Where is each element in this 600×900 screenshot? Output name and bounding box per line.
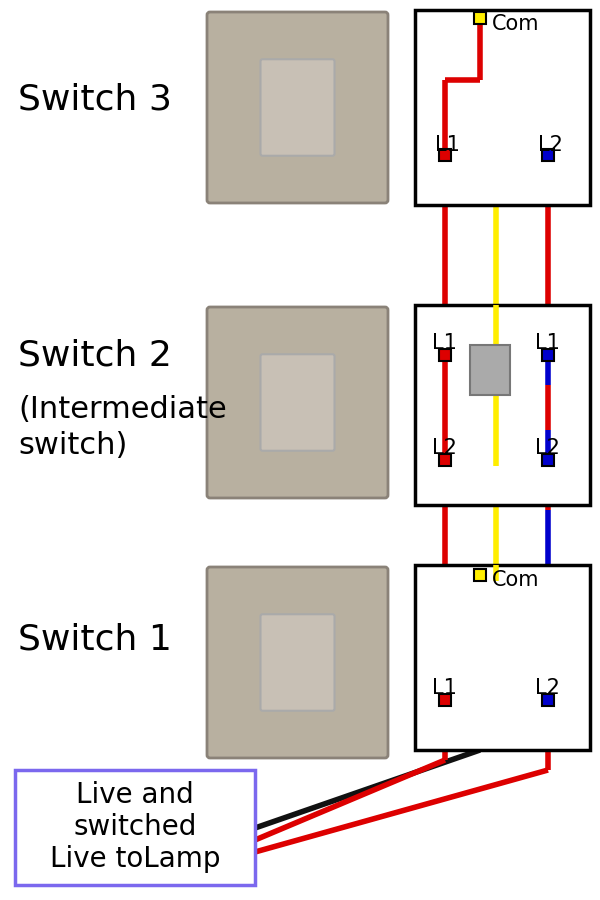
Text: Com: Com bbox=[492, 14, 539, 34]
FancyBboxPatch shape bbox=[207, 567, 388, 758]
FancyBboxPatch shape bbox=[260, 355, 335, 451]
FancyBboxPatch shape bbox=[260, 59, 335, 156]
Text: switch): switch) bbox=[18, 430, 127, 460]
Text: Live and
switched
Live toLamp: Live and switched Live toLamp bbox=[50, 780, 220, 873]
Text: L1: L1 bbox=[432, 678, 457, 698]
FancyBboxPatch shape bbox=[207, 12, 388, 203]
Bar bbox=[474, 12, 486, 24]
Text: L1: L1 bbox=[435, 135, 460, 155]
Text: L1: L1 bbox=[535, 333, 560, 353]
Text: Com: Com bbox=[492, 570, 539, 590]
Text: Switch 2: Switch 2 bbox=[18, 338, 172, 372]
Bar bbox=[542, 349, 554, 361]
FancyBboxPatch shape bbox=[260, 614, 335, 711]
Bar bbox=[474, 569, 486, 581]
Bar bbox=[470, 345, 510, 395]
Bar bbox=[542, 694, 554, 706]
Text: Switch 3: Switch 3 bbox=[18, 83, 172, 117]
Bar bbox=[439, 149, 451, 161]
Text: L2: L2 bbox=[535, 678, 560, 698]
Bar bbox=[439, 349, 451, 361]
Text: L1: L1 bbox=[432, 333, 457, 353]
Text: L2: L2 bbox=[538, 135, 563, 155]
Text: L2: L2 bbox=[535, 438, 560, 458]
Bar bbox=[439, 694, 451, 706]
Bar bbox=[15, 770, 255, 885]
Bar bbox=[542, 454, 554, 466]
Text: (Intermediate: (Intermediate bbox=[18, 395, 227, 425]
Bar bbox=[415, 565, 590, 750]
Bar bbox=[415, 305, 590, 505]
Text: Switch 1: Switch 1 bbox=[18, 623, 172, 657]
Bar bbox=[439, 454, 451, 466]
FancyBboxPatch shape bbox=[207, 307, 388, 498]
Bar bbox=[542, 149, 554, 161]
Bar bbox=[415, 10, 590, 205]
Text: L2: L2 bbox=[432, 438, 457, 458]
